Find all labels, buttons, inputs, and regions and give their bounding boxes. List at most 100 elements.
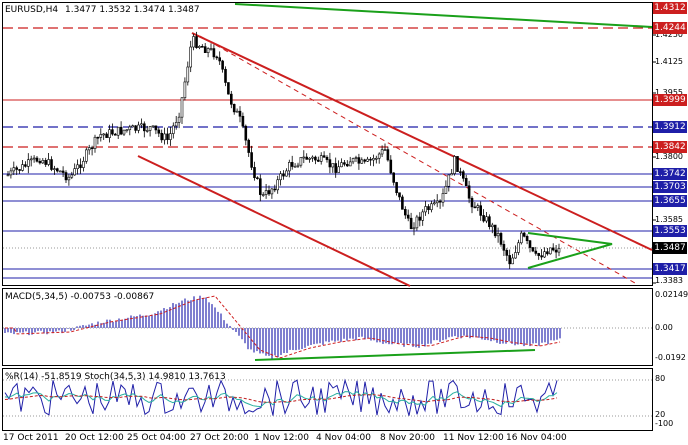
candle-body [461, 171, 465, 179]
candle-body [119, 126, 123, 135]
triangle-pattern [527, 232, 613, 269]
price-tag-support: 1.3703 [653, 181, 687, 193]
candle-body [163, 133, 166, 141]
macd-scale-label: -0.0192 [655, 353, 686, 362]
candle-body [325, 156, 329, 160]
candle-body [174, 122, 178, 127]
candle-body [157, 129, 161, 134]
candle-body [557, 248, 561, 253]
candle-body [12, 167, 16, 172]
candle-body [343, 162, 346, 165]
candle-body [203, 46, 207, 54]
candle-body [134, 125, 137, 131]
candle-body [490, 224, 494, 228]
time-label: 1 Nov 12:00 [254, 433, 309, 443]
macd-panel-frame [2, 288, 653, 366]
candle-body [38, 161, 42, 164]
green-trend-line [234, 3, 653, 28]
candle-body [432, 202, 436, 205]
channel-lower-line [137, 155, 411, 287]
time-label: 27 Oct 20:00 [190, 433, 249, 443]
price-candles [6, 31, 561, 270]
candle-body [534, 250, 538, 254]
candle-body [351, 158, 355, 163]
candle-body [299, 157, 303, 166]
candle-body [137, 124, 140, 131]
candle-body [430, 203, 433, 211]
candle-body [476, 205, 480, 208]
candle-body [374, 157, 378, 160]
candle-body [183, 81, 187, 99]
symbol-label: EURUSD,H4 [5, 5, 59, 15]
candle-body [180, 97, 184, 118]
price-panel-frame [2, 2, 653, 286]
price-label: 1.3800 [655, 152, 683, 161]
candle-body [398, 192, 401, 198]
macd-title: MACD(5,34,5) -0.00753 -0.00867 [5, 292, 155, 302]
candle-body [87, 147, 91, 151]
candle-body [26, 159, 30, 167]
candle-body [345, 163, 349, 167]
candle-body [337, 166, 340, 173]
candle-body [218, 57, 221, 62]
candle-body [305, 156, 309, 160]
candle-body [172, 125, 175, 134]
candle-body [412, 227, 416, 230]
candle-body [528, 240, 532, 248]
candle-body [511, 257, 514, 265]
candle-body [99, 134, 103, 138]
candle-body [514, 252, 517, 259]
williams-r-line [4, 378, 558, 416]
candle-body [111, 129, 114, 135]
candle-body [502, 244, 506, 251]
candle-body [140, 123, 143, 126]
candle-body [551, 247, 555, 251]
candle-body [435, 200, 439, 204]
candle-body [421, 211, 425, 221]
candle-body [308, 157, 311, 160]
candle-body [403, 209, 407, 216]
candle-body [192, 36, 195, 48]
candle-body [96, 136, 100, 139]
channel-lines[interactable] [137, 3, 653, 361]
candle-body [543, 251, 546, 258]
stoch-signal-line [4, 394, 558, 404]
candle-body [35, 157, 39, 162]
chart-header: EURUSD,H4 1.3477 1.3532 1.3474 1.3487 [5, 5, 200, 16]
candle-body [279, 173, 282, 181]
candle-body [331, 163, 335, 168]
candle-body [467, 185, 471, 199]
candle-body [122, 129, 126, 135]
candle-body [105, 133, 108, 138]
candle-body [447, 174, 451, 187]
price-tag-support: 1.3912 [653, 121, 687, 133]
candle-body [415, 216, 419, 229]
candle-body [357, 157, 361, 164]
time-label: 16 Nov 04:00 [506, 433, 567, 443]
candle-body [108, 129, 111, 138]
candle-body [548, 247, 552, 255]
candle-body [128, 126, 132, 131]
candle-body [247, 139, 250, 153]
candle-body [253, 167, 256, 179]
candle-body [505, 250, 509, 256]
candle-body [145, 130, 149, 132]
candle-body [314, 156, 317, 161]
stoch-scale-label: -100 [655, 419, 674, 428]
candle-body [261, 194, 265, 196]
candle-body [58, 170, 62, 173]
candle-body [293, 165, 297, 168]
candle-body [479, 205, 483, 216]
time-label: 4 Nov 04:00 [316, 433, 371, 443]
candle-body [41, 160, 45, 164]
candle-body [296, 164, 300, 167]
candle-body [273, 188, 277, 191]
candle-body [244, 125, 248, 141]
price-axis-ticks [652, 34, 656, 284]
price-label: 1.4250 [655, 30, 683, 39]
candle-body [519, 232, 523, 244]
candle-body [517, 242, 520, 253]
candle-body [114, 133, 117, 136]
candle-body [438, 200, 442, 203]
